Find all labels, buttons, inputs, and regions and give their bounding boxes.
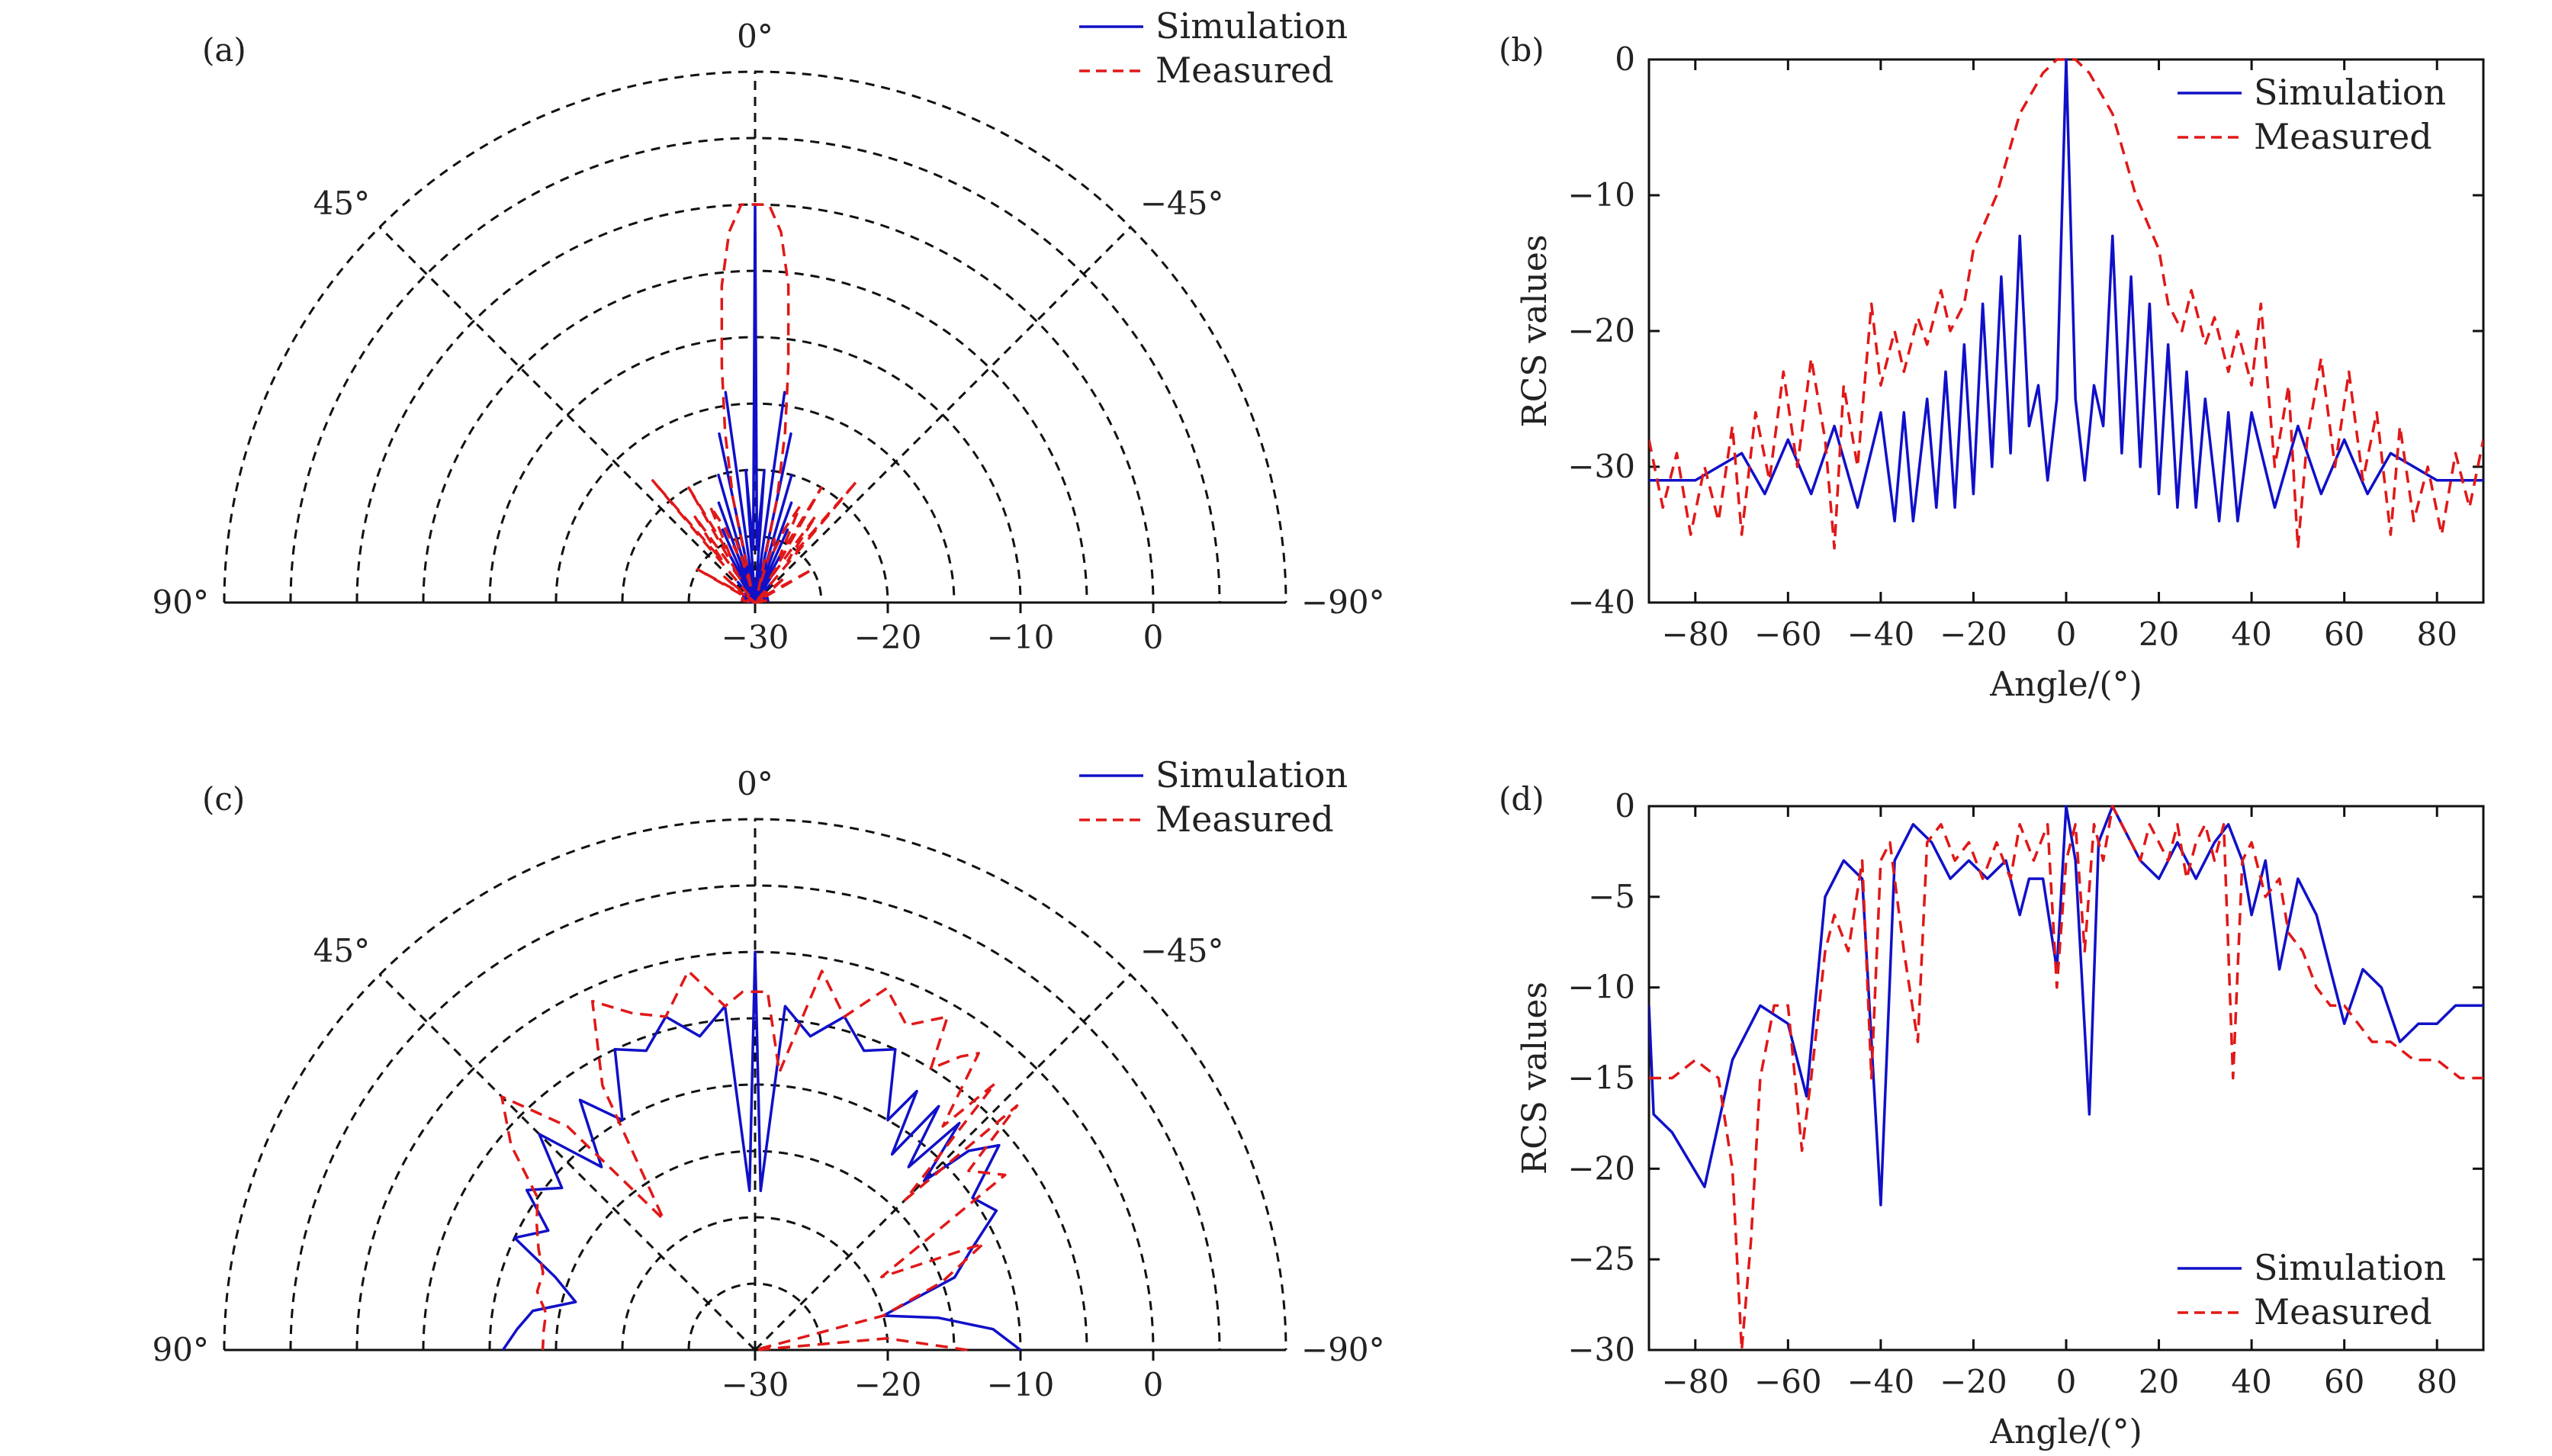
angle-tick-label: −45° <box>1140 185 1224 222</box>
series-line-simulation <box>501 950 1022 1352</box>
y-tick-label: −40 <box>1567 583 1635 621</box>
angle-tick-label: −90° <box>1301 1331 1385 1368</box>
radial-ticks-c: −30 −20 −10 0 <box>722 1350 1164 1403</box>
series-line-measured <box>651 203 859 604</box>
polar-spoke <box>754 226 1132 604</box>
legend-label-simulation: Simulation <box>2254 72 2446 113</box>
angle-tick-label: 0° <box>737 18 773 55</box>
x-tick-label: 40 <box>2231 616 2271 653</box>
radial-tick-label: −10 <box>987 619 1055 656</box>
x-tick-label: −80 <box>1661 1363 1729 1400</box>
y-tick-label: −5 <box>1588 878 1635 915</box>
legend-label-simulation: Simulation <box>2254 1247 2446 1288</box>
y-tick-label: −30 <box>1567 448 1635 485</box>
y-ticks-d: 0 −5 −10 −15 −20 −25 −30 <box>1567 787 2483 1368</box>
series-group-c <box>500 950 1022 1352</box>
polar-grid-c <box>223 818 1287 1352</box>
x-tick-label: 80 <box>2416 616 2457 653</box>
angle-tick-label: −45° <box>1140 932 1224 969</box>
x-tick-label: 0 <box>2056 1363 2077 1400</box>
legend-label-measured: Measured <box>1155 799 1334 840</box>
y-tick-label: −30 <box>1567 1331 1635 1368</box>
y-axis-label-b: RCS values <box>1515 234 1554 427</box>
series-group-d <box>1649 805 2483 1352</box>
y-axis-label-d: RCS values <box>1515 982 1554 1175</box>
panel-label-d: (d) <box>1499 780 1544 818</box>
panel-label-a: (a) <box>202 31 246 69</box>
x-axis-label-d: Angle/(°) <box>1989 1413 2142 1451</box>
radial-tick-label: −30 <box>722 1366 789 1403</box>
x-tick-label: −40 <box>1847 616 1915 653</box>
series-line-simulation <box>717 203 793 604</box>
y-tick-label: −10 <box>1567 969 1635 1006</box>
legend-label-simulation: Simulation <box>1155 754 1348 795</box>
polar-spoke <box>378 226 757 604</box>
x-tick-label: −60 <box>1754 1363 1822 1400</box>
polar-chart-c: −30 −20 −10 0 0° 45° −45° 90° −90° (c) Simulati… <box>153 754 1385 1403</box>
polar-spoke <box>754 973 1132 1352</box>
y-ticks-b: 0 −10 −20 −30 −40 <box>1567 40 2483 621</box>
radial-tick-label: −20 <box>854 1366 922 1403</box>
y-tick-label: 0 <box>1615 40 1635 78</box>
x-tick-label: −20 <box>1940 1363 2007 1400</box>
x-tick-label: 80 <box>2416 1363 2457 1400</box>
polar-ring <box>422 1017 1088 1351</box>
polar-spoke <box>378 973 757 1352</box>
series-group-b <box>1649 58 2483 550</box>
legend-label-measured: Measured <box>1155 50 1334 91</box>
radial-tick-label: 0 <box>1143 1366 1164 1403</box>
series-line-simulation <box>1649 58 2483 522</box>
series-line-simulation <box>1649 805 2483 1207</box>
legend-label-simulation: Simulation <box>1155 5 1348 47</box>
radial-tick-label: −20 <box>854 619 922 656</box>
radial-tick-label: −10 <box>987 1366 1055 1403</box>
polar-chart-a: −30 −20 −10 0 0° 45° −45° 90° −90° (a) Simulati… <box>153 5 1385 656</box>
y-tick-label: 0 <box>1615 787 1635 824</box>
legend-label-measured: Measured <box>2254 1291 2432 1332</box>
radial-ticks-a: −30 −20 −10 0 <box>722 603 1164 656</box>
x-tick-label: −60 <box>1754 616 1822 653</box>
angle-tick-label: 90° <box>153 583 209 621</box>
radial-tick-label: −30 <box>722 619 789 656</box>
angle-ticks-a: 0° 45° −45° 90° −90° <box>153 18 1385 621</box>
x-tick-label: 60 <box>2324 1363 2364 1400</box>
line-chart-d: −80 −60 −40 −20 0 20 40 60 80 0 −5 −10 −15 −20 −25 −30… <box>1499 780 2485 1451</box>
y-tick-label: −10 <box>1567 176 1635 214</box>
angle-ticks-c: 0° 45° −45° 90° −90° <box>153 765 1385 1368</box>
x-tick-label: −40 <box>1847 1363 1915 1400</box>
angle-tick-label: −90° <box>1301 583 1385 621</box>
panel-label-b: (b) <box>1499 31 1544 69</box>
angle-tick-label: 0° <box>737 765 773 802</box>
legend-label-measured: Measured <box>2254 116 2432 157</box>
panel-label-c: (c) <box>202 780 245 818</box>
x-tick-label: 20 <box>2139 1363 2179 1400</box>
line-chart-b: −80 −60 −40 −20 0 20 40 60 80 0 −10 −20 −30 −40 Angl… <box>1499 31 2485 704</box>
x-tick-label: 40 <box>2231 1363 2271 1400</box>
x-ticks-d: −80 −60 −40 −20 0 20 40 60 80 <box>1661 806 2457 1400</box>
x-tick-label: −80 <box>1661 616 1729 653</box>
series-line-measured <box>1649 58 2483 550</box>
x-tick-label: 20 <box>2139 616 2179 653</box>
radial-tick-label: 0 <box>1143 619 1164 656</box>
y-tick-label: −20 <box>1567 1149 1635 1187</box>
y-tick-label: −20 <box>1567 312 1635 349</box>
series-line-measured <box>500 969 1019 1352</box>
x-axis-label-b: Angle/(°) <box>1989 665 2142 704</box>
y-tick-label: −15 <box>1567 1059 1635 1097</box>
series-group-a <box>651 203 859 604</box>
x-ticks-b: −80 −60 −40 −20 0 20 40 60 80 <box>1661 59 2457 653</box>
x-tick-label: −20 <box>1940 616 2007 653</box>
angle-tick-label: 90° <box>153 1331 209 1368</box>
x-tick-label: 0 <box>2056 616 2077 653</box>
angle-tick-label: 45° <box>313 932 370 969</box>
x-tick-label: 60 <box>2324 616 2364 653</box>
angle-tick-label: 45° <box>313 185 370 222</box>
y-tick-label: −25 <box>1567 1240 1635 1278</box>
series-line-measured <box>1649 805 2483 1352</box>
